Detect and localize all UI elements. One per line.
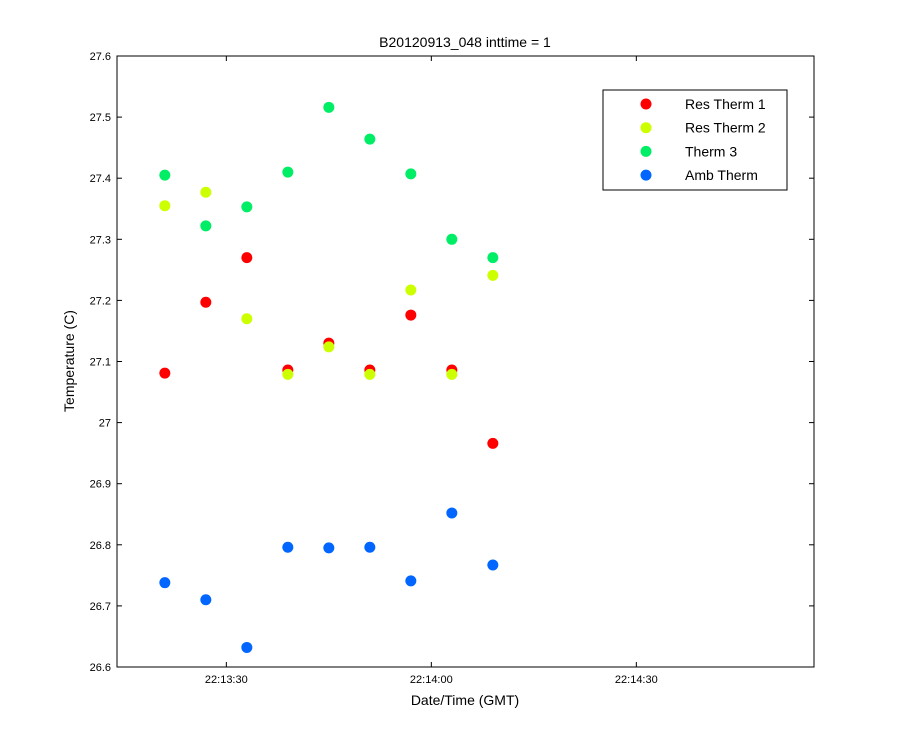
point-res-therm-2 bbox=[282, 368, 294, 380]
legend-label: Res Therm 1 bbox=[685, 96, 766, 112]
y-tick-label: 26.8 bbox=[90, 540, 111, 552]
legend-box bbox=[602, 89, 788, 191]
y-axis: 26.6 26.7 26.8 26.9 27 27.1 27.2 27.3 27.4 27.5 27… bbox=[90, 51, 814, 674]
x-axis: 22:13:30 22:14:00 22:14:30 bbox=[205, 56, 658, 686]
point-therm-3 bbox=[159, 169, 171, 181]
point-therm-3 bbox=[282, 166, 294, 178]
point-amb-therm bbox=[282, 541, 294, 553]
legend-label: Therm 3 bbox=[685, 143, 737, 159]
point-amb-therm bbox=[323, 542, 335, 554]
point-res-therm-1 bbox=[487, 437, 499, 449]
point-amb-therm bbox=[364, 541, 376, 553]
y-tick-label: 26.9 bbox=[90, 479, 111, 491]
legend-marker bbox=[640, 169, 652, 181]
data-points bbox=[159, 101, 499, 653]
point-therm-3 bbox=[487, 252, 499, 264]
point-res-therm-2 bbox=[364, 368, 376, 380]
point-res-therm-2 bbox=[446, 368, 458, 380]
y-tick-label: 27.6 bbox=[90, 51, 111, 63]
x-tick-label: 22:14:30 bbox=[615, 674, 658, 686]
chart-title: B20120913_048 inttime = 1 bbox=[379, 34, 551, 50]
y-axis-label: Temperature (C) bbox=[61, 310, 77, 412]
point-amb-therm bbox=[405, 575, 417, 587]
x-axis-label: Date/Time (GMT) bbox=[411, 692, 519, 708]
point-therm-3 bbox=[364, 133, 376, 145]
point-res-therm-1 bbox=[405, 309, 417, 321]
point-therm-3 bbox=[241, 201, 253, 213]
point-amb-therm bbox=[446, 507, 458, 519]
y-tick-label: 27.1 bbox=[90, 357, 111, 369]
point-res-therm-2 bbox=[405, 284, 417, 296]
point-res-therm-1 bbox=[241, 252, 253, 264]
legend-marker bbox=[640, 98, 652, 110]
y-tick-label: 26.7 bbox=[90, 601, 111, 613]
y-tick-label: 27.4 bbox=[90, 173, 111, 185]
legend-label: Amb Therm bbox=[685, 167, 758, 183]
point-amb-therm bbox=[159, 577, 171, 589]
legend-label: Res Therm 2 bbox=[685, 120, 766, 136]
y-tick-label: 27.3 bbox=[90, 234, 111, 246]
point-res-therm-2 bbox=[241, 313, 253, 325]
point-therm-3 bbox=[405, 168, 417, 180]
y-tick-label: 27.5 bbox=[90, 112, 111, 124]
point-res-therm-1 bbox=[159, 367, 171, 379]
x-tick-label: 22:14:00 bbox=[410, 674, 453, 686]
point-therm-3 bbox=[323, 101, 335, 113]
y-tick-label: 27 bbox=[99, 418, 111, 430]
legend-marker bbox=[640, 145, 652, 157]
point-amb-therm bbox=[200, 594, 212, 606]
y-tick-label: 26.6 bbox=[90, 662, 111, 674]
point-res-therm-2 bbox=[323, 341, 335, 353]
point-res-therm-2 bbox=[487, 269, 499, 281]
point-therm-3 bbox=[446, 233, 458, 245]
point-amb-therm bbox=[241, 641, 253, 653]
y-tick-label: 27.2 bbox=[90, 295, 111, 307]
legend-marker bbox=[640, 122, 652, 134]
point-therm-3 bbox=[200, 220, 212, 232]
point-res-therm-2 bbox=[200, 186, 212, 198]
point-amb-therm bbox=[487, 559, 499, 571]
point-res-therm-2 bbox=[159, 200, 171, 212]
legend: Res Therm 1 Res Therm 2 Therm 3 Amb Therm bbox=[602, 89, 788, 191]
point-res-therm-1 bbox=[200, 296, 212, 308]
x-tick-label: 22:13:30 bbox=[205, 674, 248, 686]
